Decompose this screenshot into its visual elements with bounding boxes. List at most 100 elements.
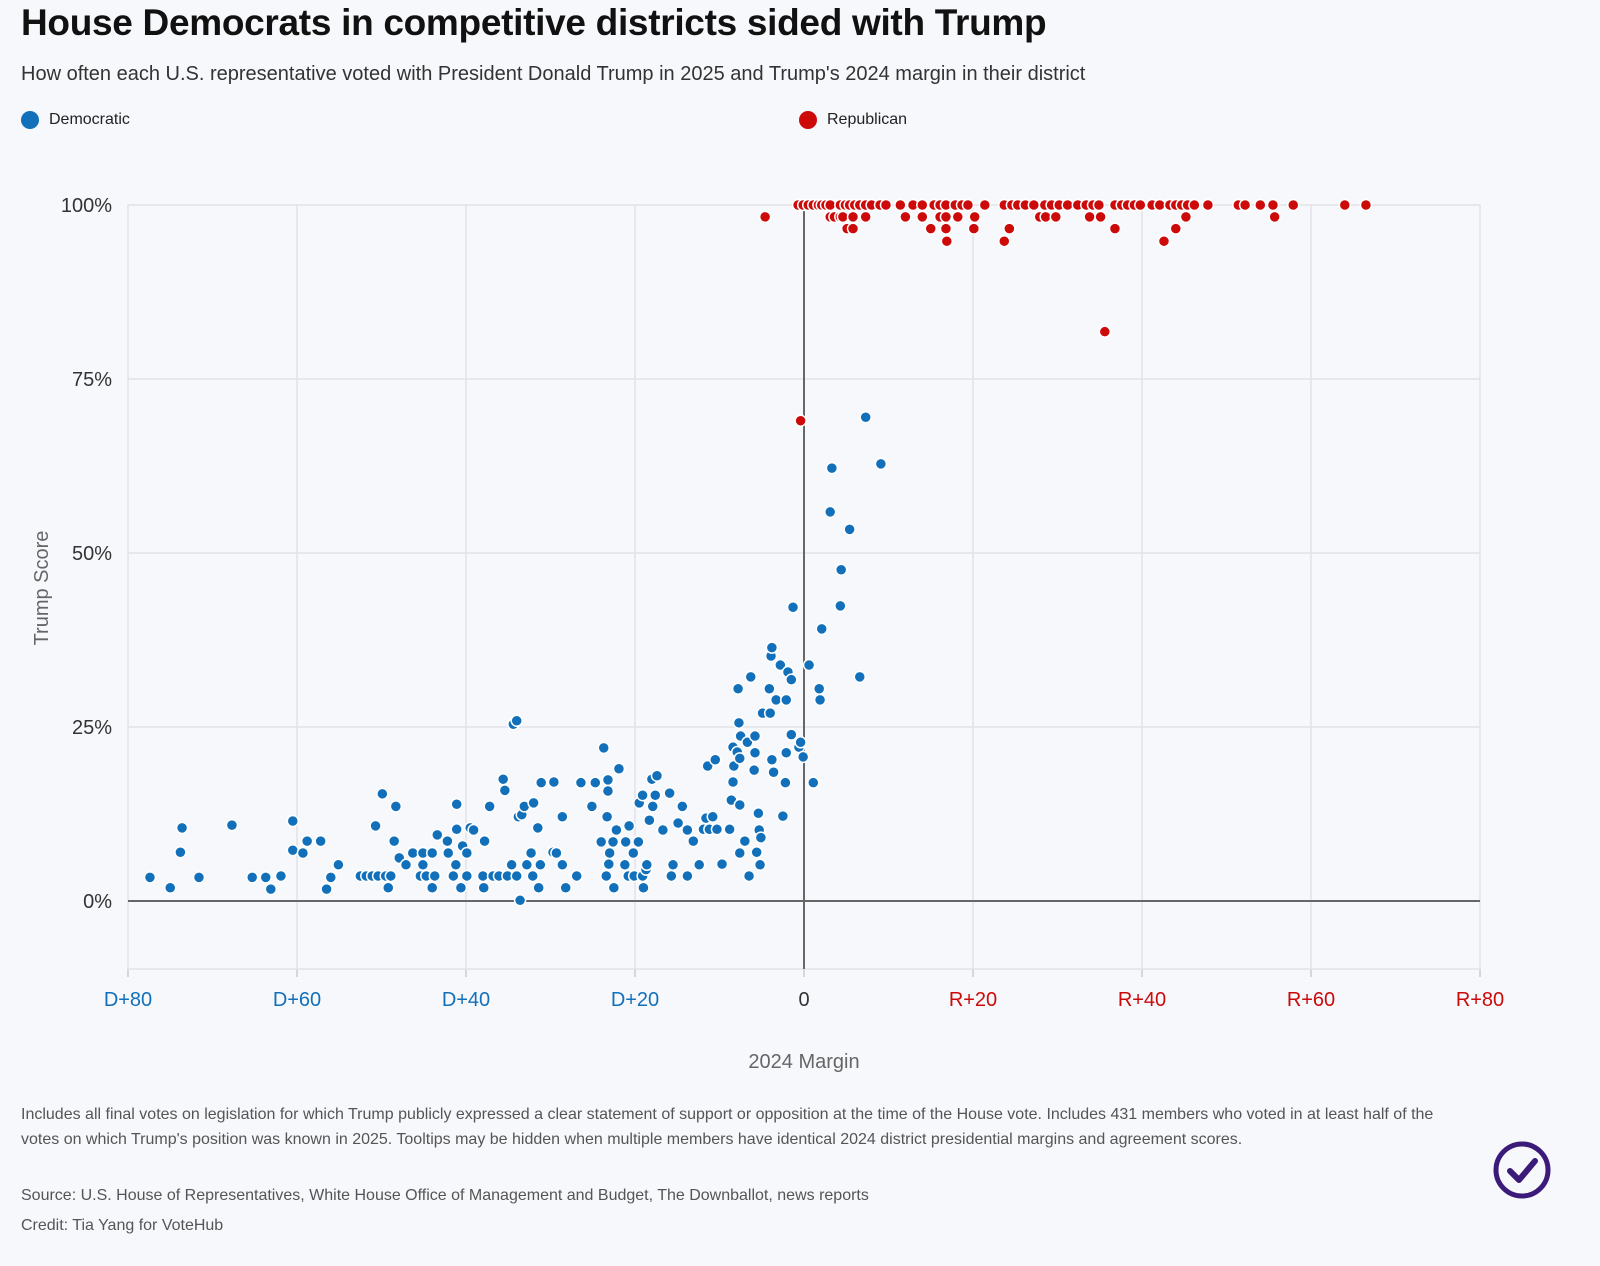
republican-point xyxy=(1153,198,1166,212)
democratic-point xyxy=(574,776,588,789)
democratic-point xyxy=(510,869,523,883)
democratic-point xyxy=(527,796,540,810)
democratic-point xyxy=(744,670,758,684)
republican-point xyxy=(794,414,807,428)
democratic-point xyxy=(483,800,496,813)
republican-swatch-icon xyxy=(799,111,817,129)
democratic-point xyxy=(601,784,615,798)
democratic-point xyxy=(747,763,761,777)
republican-point xyxy=(940,234,954,248)
democratic-point xyxy=(425,881,439,895)
legend-label-democratic: Democratic xyxy=(49,111,130,128)
democratic-point xyxy=(823,505,837,519)
democratic-point xyxy=(619,835,632,849)
republican-point xyxy=(1268,210,1281,224)
democratic-point xyxy=(732,716,746,730)
x-tick-label: 0 xyxy=(798,989,809,1011)
democratic-point xyxy=(406,846,420,860)
democratic-point xyxy=(498,784,512,797)
democratic-point xyxy=(547,775,561,789)
democratic-point xyxy=(750,846,763,859)
democratic-point xyxy=(428,869,441,883)
democratic-point xyxy=(637,881,650,895)
democratic-point xyxy=(387,834,401,848)
y-tick-label: 50% xyxy=(72,543,112,565)
democratic-point xyxy=(687,834,700,848)
republican-point xyxy=(1179,210,1193,224)
democratic-point xyxy=(767,765,780,779)
democratic-point xyxy=(314,834,327,848)
democratic-point xyxy=(785,728,798,741)
legend-item-democratic[interactable]: Democratic xyxy=(21,111,130,129)
democratic-point xyxy=(618,858,632,872)
republican-point xyxy=(1238,198,1252,212)
democratic-point xyxy=(681,869,694,883)
republican-point xyxy=(1094,210,1107,224)
democratic-point xyxy=(589,776,602,789)
democratic-point xyxy=(748,729,762,743)
democratic-point xyxy=(399,858,413,872)
democratic-point xyxy=(742,869,756,883)
x-tick-label: R+20 xyxy=(949,989,997,1011)
democratic-point xyxy=(754,831,768,844)
republican-point xyxy=(1287,198,1300,212)
democratic-point xyxy=(454,881,468,895)
democratic-point xyxy=(460,846,474,860)
democratic-point xyxy=(556,810,569,824)
democratic-point xyxy=(794,736,807,749)
democratic-point xyxy=(449,858,463,872)
democratic-point xyxy=(834,599,847,613)
y-tick-label: 25% xyxy=(72,717,112,739)
democratic-point xyxy=(259,871,272,884)
democratic-point xyxy=(600,810,614,824)
democratic-point xyxy=(607,881,621,895)
democratic-point xyxy=(513,894,527,907)
democratic-point xyxy=(510,714,523,727)
democratic-point xyxy=(264,882,278,896)
axes xyxy=(128,205,1480,970)
democratic-point xyxy=(681,823,694,837)
democratic-point xyxy=(802,658,816,672)
y-tick-label: 0% xyxy=(83,891,112,913)
democratic-point xyxy=(765,641,779,654)
legend-item-republican[interactable]: Republican xyxy=(799,111,907,129)
republican-point xyxy=(939,222,953,235)
democratic-point xyxy=(450,823,463,836)
republican-point xyxy=(899,210,912,224)
republican-point xyxy=(1266,198,1280,212)
democratic-point xyxy=(600,869,613,883)
republican-point xyxy=(924,222,937,235)
republican-point xyxy=(879,198,893,212)
democratic-point xyxy=(709,753,722,766)
democratic-point xyxy=(776,809,790,823)
republican-point xyxy=(951,210,965,224)
democratic-point xyxy=(763,706,777,720)
democratic-point xyxy=(715,857,729,871)
x-tick-label: R+80 xyxy=(1456,989,1504,1011)
republican-point xyxy=(758,210,772,224)
y-tick-label: 100% xyxy=(61,195,112,217)
legend-label-republican: Republican xyxy=(827,111,908,128)
democratic-point xyxy=(706,810,719,824)
democratic-point xyxy=(602,857,616,871)
democratic-point xyxy=(447,869,460,883)
democratic-point xyxy=(556,858,569,872)
democratic-point xyxy=(796,750,810,764)
democratic-point xyxy=(520,858,534,872)
democratic-point xyxy=(603,846,616,860)
democratic-point xyxy=(785,673,798,686)
democratic-point xyxy=(640,858,654,872)
democratic-swatch-icon xyxy=(21,111,39,129)
republican-point xyxy=(1157,234,1171,248)
republican-point xyxy=(1134,198,1147,212)
democratic-point xyxy=(874,457,888,471)
republican-point xyxy=(1338,198,1352,212)
democratic-point xyxy=(692,858,706,872)
democratic-point xyxy=(534,776,548,789)
democratic-point xyxy=(570,869,583,883)
democratic-point xyxy=(431,828,444,842)
republican-point xyxy=(939,210,953,224)
democratic-point xyxy=(765,753,779,766)
democratic-point xyxy=(636,788,649,802)
republican-point xyxy=(1098,325,1112,338)
